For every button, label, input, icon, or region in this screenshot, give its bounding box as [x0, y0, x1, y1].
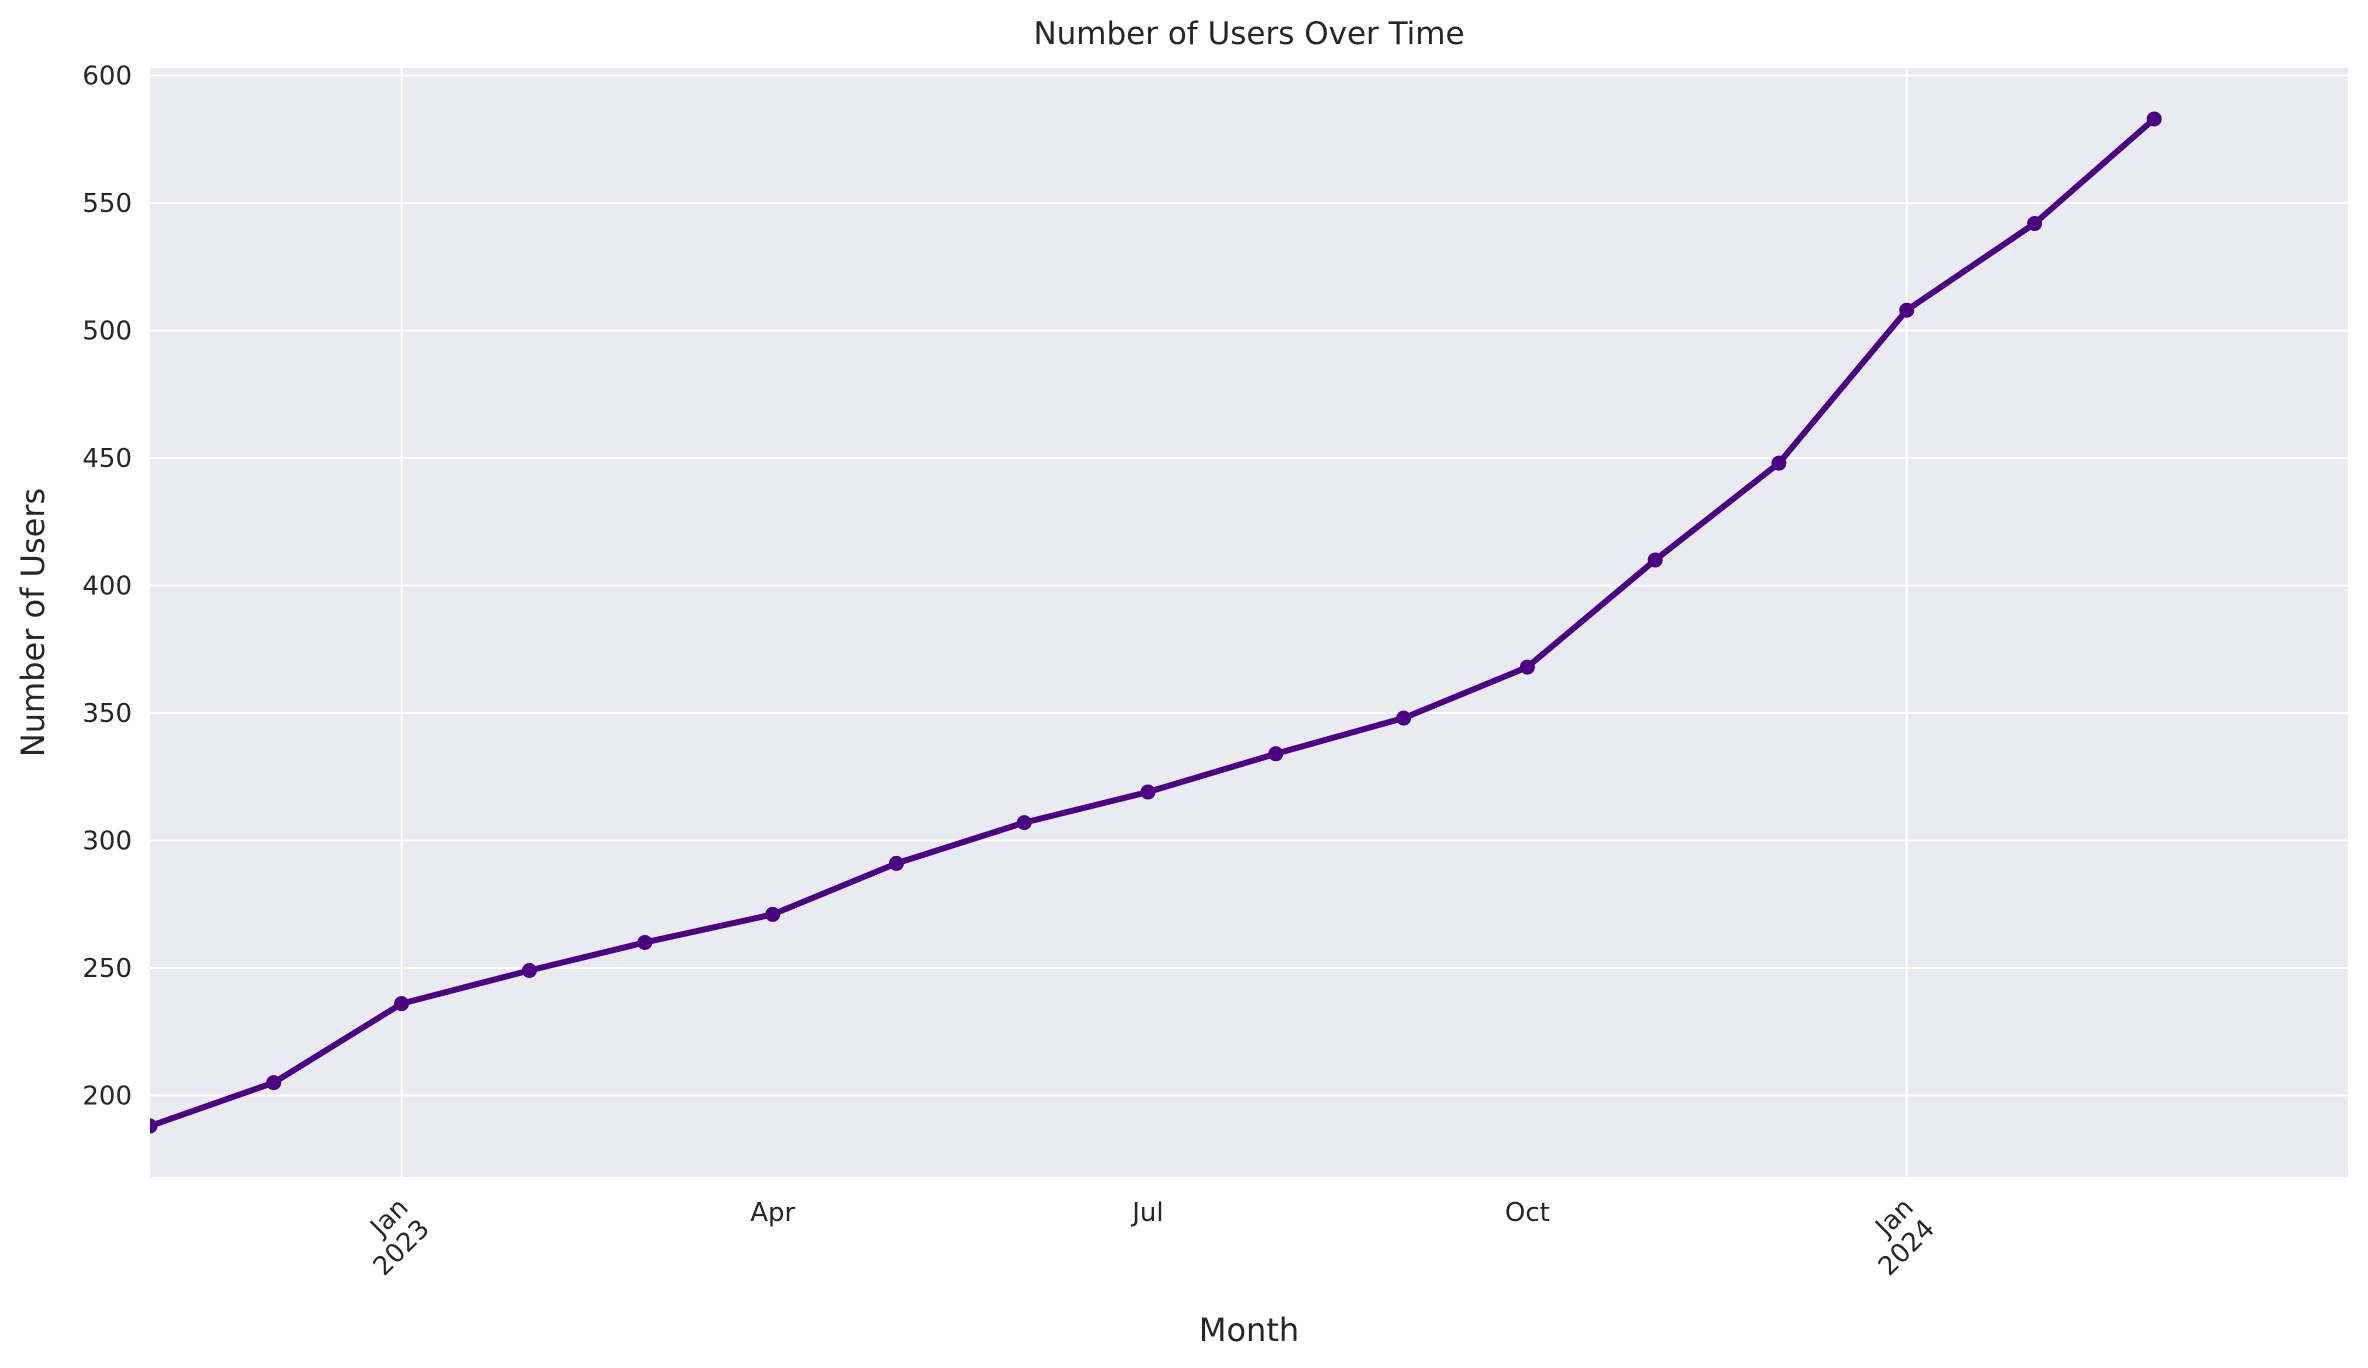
- data-point: [150, 1118, 158, 1134]
- y-axis-label: Number of Users: [14, 488, 52, 757]
- data-point: [1396, 710, 1412, 726]
- data-point: [1771, 455, 1787, 471]
- data-point: [1519, 659, 1535, 675]
- chart-title: Number of Users Over Time: [1033, 16, 1464, 52]
- y-tick-label: 200: [82, 1081, 132, 1111]
- y-tick-label: 250: [82, 954, 132, 984]
- data-point: [2146, 111, 2162, 127]
- data-point: [1140, 784, 1156, 800]
- y-tick-label: 300: [82, 826, 132, 856]
- data-point: [637, 934, 653, 950]
- data-point: [266, 1075, 282, 1091]
- x-tick-label: Jan2024: [1852, 1193, 1941, 1282]
- grid-lines: [150, 68, 2348, 1177]
- data-point: [521, 962, 537, 978]
- x-tick-label: Oct: [1505, 1198, 1550, 1228]
- x-tick-label: Apr: [750, 1198, 795, 1228]
- y-tick-label: 500: [82, 317, 132, 347]
- data-point: [394, 996, 410, 1012]
- y-axis-ticks: 200 250 300 350 400 450 500 550 600: [82, 62, 132, 1112]
- x-axis-label: Month: [1199, 1311, 1299, 1349]
- data-point: [765, 906, 781, 922]
- x-tick-label: Jul: [1130, 1198, 1163, 1228]
- y-tick-label: 600: [82, 62, 132, 92]
- x-axis-ticks: Jan2023 Apr Jul Oct Jan2024: [346, 1193, 1941, 1282]
- y-tick-label: 350: [82, 699, 132, 729]
- x-tick-label: Jan2023: [346, 1193, 435, 1282]
- data-point: [1016, 815, 1032, 831]
- data-point: [1268, 746, 1284, 762]
- y-tick-label: 400: [82, 572, 132, 602]
- data-point: [1647, 552, 1663, 568]
- data-point: [2027, 216, 2043, 232]
- y-tick-label: 450: [82, 444, 132, 474]
- data-point: [1899, 302, 1915, 318]
- series-group: [150, 111, 2162, 1134]
- y-tick-label: 550: [82, 189, 132, 219]
- plot-area: [150, 68, 2348, 1177]
- data-point: [888, 855, 904, 871]
